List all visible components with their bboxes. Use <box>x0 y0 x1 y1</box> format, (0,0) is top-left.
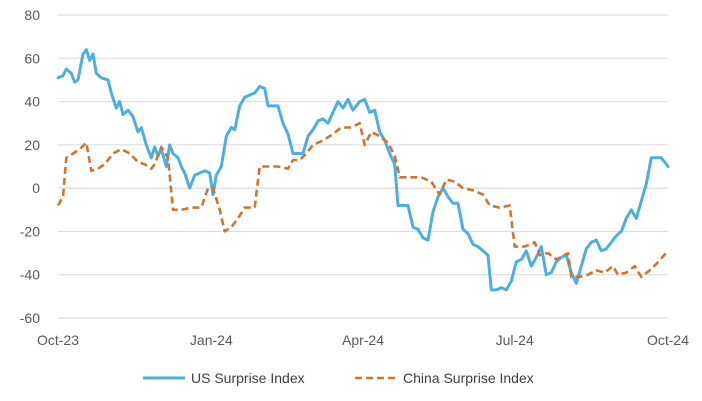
y-tick-label: 40 <box>24 94 40 110</box>
y-tick-label: -40 <box>20 267 40 283</box>
series-line-us-surprise-index <box>56 48 670 292</box>
x-tick-label: Jan-24 <box>190 332 233 348</box>
legend: US Surprise Index China Surprise Index <box>143 370 534 386</box>
x-tick-label: Apr-24 <box>342 332 384 348</box>
legend-us-surprise-index: US Surprise Index <box>143 370 305 386</box>
x-tick-label: Oct-23 <box>37 332 79 348</box>
y-tick-label: -20 <box>20 223 40 239</box>
y-tick-label: 20 <box>24 137 40 153</box>
x-tick-label: Oct-24 <box>647 332 689 348</box>
plot-area <box>56 48 670 292</box>
y-axis: -60 -40 -20 0 20 40 60 80 <box>20 7 40 326</box>
gridlines <box>58 14 668 319</box>
legend-label: China Surprise Index <box>403 370 534 386</box>
x-axis: Oct-23 Jan-24 Apr-24 Jul-24 Oct-24 <box>37 332 689 348</box>
legend-china-surprise-index: China Surprise Index <box>355 370 534 386</box>
series-line-china-surprise-index <box>56 121 669 279</box>
y-tick-label: 80 <box>24 7 40 23</box>
y-tick-label: 60 <box>24 50 40 66</box>
x-tick-label: Jul-24 <box>496 332 534 348</box>
y-tick-label: -60 <box>20 310 40 326</box>
legend-label: US Surprise Index <box>191 370 305 386</box>
y-tick-label: 0 <box>32 180 40 196</box>
